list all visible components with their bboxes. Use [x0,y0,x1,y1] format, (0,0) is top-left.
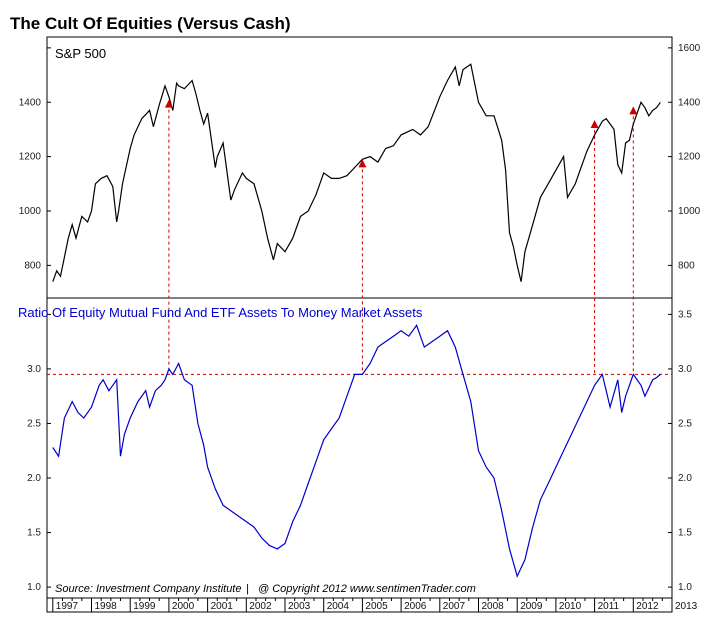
x-tick-label: 2012 [636,601,659,612]
sp500-axes: 800 800 1000 1000 1200 1200 1400 1400 1600 [19,43,701,272]
y-tick-label-left: 3.0 [27,364,41,375]
y-tick-label-left: 1000 [19,206,42,217]
y-tick-label-left: 2.5 [27,418,41,429]
x-tick-label: 2007 [443,601,466,612]
y-tick-label-right: 1600 [678,43,701,54]
y-tick-label-right: 3.0 [678,364,692,375]
x-tick-label: 1999 [133,601,156,612]
x-tick-label: 2006 [404,601,427,612]
y-tick-label-left: 1200 [19,152,42,163]
x-tick-label: 2002 [249,601,272,612]
x-tick-label: 2001 [211,601,234,612]
x-tick-label: 2011 [598,601,620,612]
y-tick-label-left: 1.0 [27,582,41,593]
ratio-axes: 1.0 1.0 1.5 1.5 2.0 2.0 2.5 2.5 3.0 3.0 3.5 [27,309,692,593]
x-tick-label: 1997 [56,601,79,612]
x-axis: 1997 1998 1999 2000 2001 2002 2003 2004 2005 2006… [52,598,698,612]
x-tick-label: 2004 [327,601,350,612]
y-tick-label-right: 1000 [678,206,701,217]
sp500-line [52,63,661,282]
signal-marker [164,99,173,108]
y-tick-label-left: 1.5 [27,528,41,539]
sp500-series [52,63,661,282]
y-tick-label-right: 3.5 [678,309,692,320]
y-tick-label-right: 800 [678,260,695,271]
x-tick-label: 1998 [95,601,118,612]
x-tick-label: 2000 [172,601,195,612]
y-tick-label-right: 2.5 [678,418,692,429]
y-tick-label-left: 2.0 [27,473,41,484]
signal-lines [168,103,634,375]
x-tick-label: 2010 [559,601,582,612]
ratio-panel-title: Ratio Of Equity Mutual Fund And ETF Asse… [18,305,423,320]
x-tick-label: 2013 [675,601,698,612]
signal-marker [629,106,638,115]
ratio-series [52,324,661,578]
x-tick-label: 2008 [482,601,505,612]
page-title: The Cult Of Equities (Versus Cash) [10,14,291,33]
y-tick-label-right: 1200 [678,152,701,163]
y-tick-label-left: 1400 [19,97,42,108]
y-tick-label-right: 1.0 [678,582,692,593]
signal-marker [358,159,367,168]
ratio-line [52,324,661,578]
y-tick-label-right: 1.5 [678,528,692,539]
footer-separator: | [246,583,249,595]
x-tick-label: 2003 [288,601,311,612]
x-tick-label: 2005 [365,601,388,612]
copyright-note: @ Copyright 2012 www.sentimenTrader.com [258,583,476,595]
y-tick-label-right: 2.0 [678,473,692,484]
y-tick-label-right: 1400 [678,97,701,108]
source-note: Source: Investment Company Institute [55,583,241,595]
sp500-panel-frame [46,36,673,299]
sp500-panel-title: S&P 500 [55,46,106,61]
y-tick-label-left: 800 [24,260,41,271]
ratio-panel-frame [46,297,673,599]
signal-markers [164,99,638,168]
signal-marker [590,120,599,128]
x-tick-label: 2009 [520,601,543,612]
